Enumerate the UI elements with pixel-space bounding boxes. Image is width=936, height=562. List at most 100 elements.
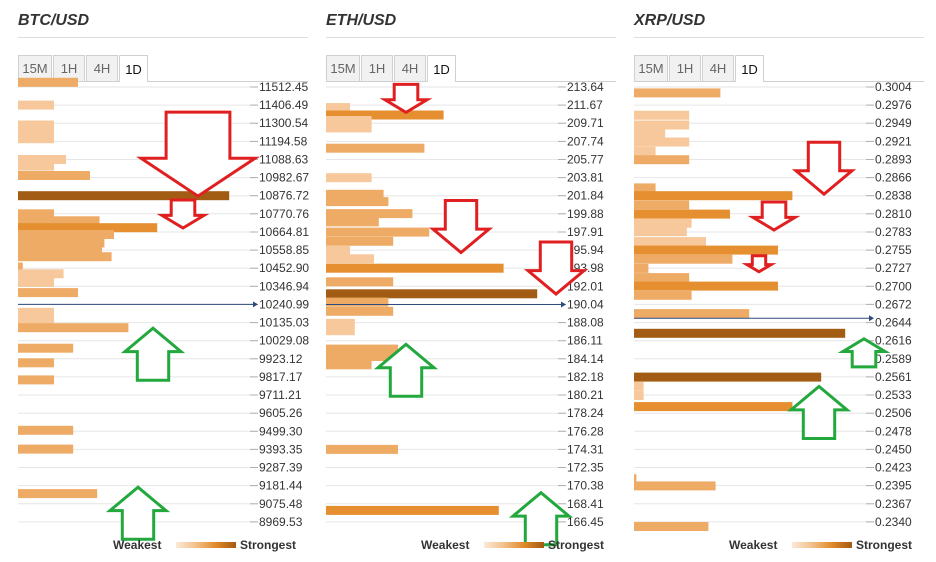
price-level-label: 11088.63 [259,153,308,167]
confluence-bar [326,217,379,227]
confluence-bar [18,245,102,255]
price-level-label: 10346.94 [259,279,309,293]
confluence-bar [634,522,709,531]
tab-1h[interactable]: 1H [669,55,701,81]
confluence-bar [634,254,733,264]
current-price-marker [869,315,874,322]
price-level-label: 9393.35 [259,442,303,456]
confluence-bar [18,223,158,233]
tab-1d[interactable]: 1D [119,55,148,82]
confluence-bar [634,120,690,130]
resistance-arrow-down [428,199,494,255]
price-level-label: 176.28 [567,424,604,438]
confluence-bar [634,146,656,156]
confluence-bar [18,262,23,272]
price-level-label: 11406.49 [259,98,308,112]
confluence-bar [634,110,690,120]
confluence-bar [18,191,230,201]
confluence-bar [634,183,656,193]
price-level-label: 0.2755 [875,243,912,257]
title-divider [18,37,308,38]
confluence-bar [326,173,372,183]
price-level-label: 0.2838 [875,189,912,203]
confluence-bar [634,328,846,338]
support-arrow-up [837,337,891,369]
confluence-bar [326,444,398,454]
resistance-arrow-down [379,82,433,115]
price-level-label: 0.2783 [875,225,912,239]
strength-legend: Weakest Strongest [113,538,308,554]
price-level-label: 182.18 [567,370,604,384]
resistance-arrow-down [791,140,857,197]
tab-1h[interactable]: 1H [361,55,393,81]
price-level-label: 197.91 [567,225,604,239]
tab-4h[interactable]: 4H [394,55,426,81]
support-arrow-up [120,326,186,382]
price-level-label: 195.94 [567,243,604,257]
price-level-label: 8969.53 [259,515,303,529]
price-level-label: 213.64 [567,80,604,94]
confluence-bar [18,444,74,454]
price-level-label: 0.2644 [875,316,912,330]
legend-strongest: Strongest [240,538,297,552]
price-level-label: 9711.21 [259,388,302,402]
confluence-bar [18,230,114,239]
price-level-label: 9923.12 [259,352,303,366]
tab-15m[interactable]: 15M [18,55,52,81]
confluence-bar [634,402,793,412]
current-price-marker [561,301,566,308]
tab-15m[interactable]: 15M [634,55,668,81]
price-level-label: 10029.08 [259,334,309,348]
price-level-label: 10452.90 [259,261,309,275]
support-arrow-up [373,342,439,398]
confluence-bar [18,277,54,287]
confluence-bar [18,288,78,298]
confluence-bar [326,189,384,199]
support-arrow-up [508,490,574,547]
price-level-label: 170.38 [567,479,604,493]
strength-legend: Weakest Strongest [421,538,616,554]
confluence-bar [18,314,54,324]
tab-4h[interactable]: 4H [86,55,118,81]
confluence-bar [18,134,54,144]
confluence-bar [18,269,64,279]
confluence-bar [326,318,355,328]
confluence-bar [326,277,394,287]
btc-confluence-chart: 11512.45 11406.49 11300.54 11194.58 11088.63… [18,77,309,541]
price-level-label: 211.67 [567,98,603,112]
panel-title: XRP/USD [634,12,706,29]
confluence-bar [326,110,444,120]
strength-legend: Weakest Strongest [729,538,924,554]
tab-1d[interactable]: 1D [735,55,764,82]
confluence-bar [18,155,66,164]
price-level-label: 9287.39 [259,461,303,475]
price-level-label: 0.2478 [875,424,912,438]
confluence-bar [18,171,90,180]
legend-weakest: Weakest [729,538,778,552]
tab-1d[interactable]: 1D [427,55,456,82]
price-level-label: 0.2589 [875,352,912,366]
confluence-bar [634,281,778,291]
xrp-confluence-chart: 0.3004 0.2976 0.2949 0.2921 0.2893 0.2866 0.28… [634,80,912,531]
price-level-label: 0.2367 [875,497,912,511]
eth-confluence-chart: 213.64 211.67 209.71 207.74 205.77 203.81 201.… [326,80,604,547]
confluence-bar [634,218,692,228]
legend-strongest: Strongest [856,538,913,552]
price-level-label: 9499.30 [259,424,303,438]
confluence-bar [326,246,350,255]
tab-1h[interactable]: 1H [53,55,85,81]
confluence-bar [634,209,730,219]
tab-4h[interactable]: 4H [702,55,734,81]
tab-15m[interactable]: 15M [326,55,360,81]
confluence-bar [18,307,54,317]
price-level-label: 0.2893 [875,153,912,167]
title-divider [326,37,616,38]
price-level-label: 190.04 [567,297,604,311]
confluence-bar [326,236,394,246]
price-level-label: 192.01 [567,279,604,293]
confluence-bar [326,209,413,219]
confluence-bar [326,227,430,237]
confluence-bar [326,103,350,113]
price-level-label: 11300.54 [259,116,308,130]
price-level-label: 188.08 [567,316,604,330]
